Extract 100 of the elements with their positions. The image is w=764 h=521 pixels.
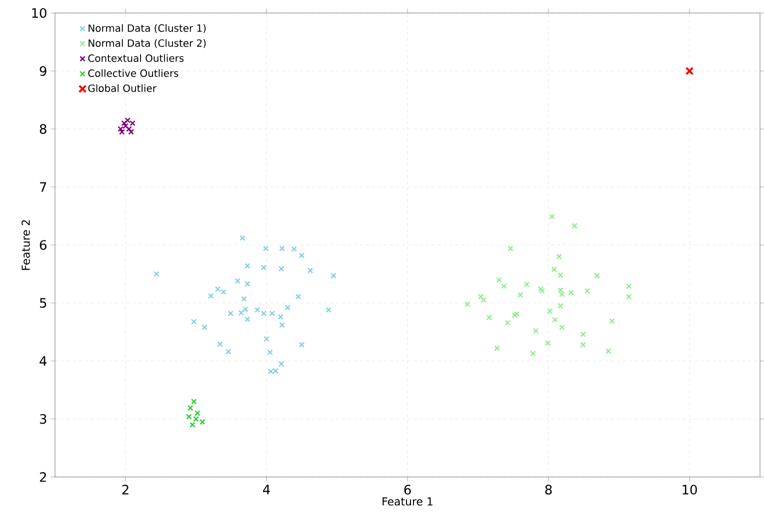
point	[202, 324, 208, 330]
point	[278, 314, 284, 320]
point	[572, 222, 578, 229]
point	[217, 341, 223, 348]
point	[244, 316, 250, 322]
legend-label: Normal Data (Cluster 1)	[88, 24, 206, 34]
point	[298, 342, 305, 348]
point	[269, 310, 276, 316]
point	[208, 293, 214, 299]
point	[552, 316, 558, 323]
point	[606, 348, 612, 354]
point	[609, 318, 615, 324]
point	[278, 360, 284, 367]
point	[494, 345, 500, 352]
point	[508, 246, 514, 252]
point	[330, 272, 336, 279]
point	[226, 348, 232, 355]
point	[238, 310, 244, 316]
point	[496, 276, 502, 283]
point	[186, 414, 192, 420]
point	[478, 294, 484, 300]
point	[307, 268, 314, 274]
point	[568, 290, 574, 296]
y-tick-label: 10	[32, 8, 46, 18]
legend-label: Normal Data (Cluster 2)	[88, 39, 206, 48]
point	[194, 410, 200, 416]
point	[538, 286, 544, 292]
point	[190, 422, 196, 428]
point	[558, 291, 565, 298]
legend-label: Global Outlier	[88, 84, 156, 92]
point	[190, 318, 197, 324]
point	[119, 128, 125, 135]
point	[558, 302, 564, 309]
point	[326, 307, 332, 313]
point	[547, 308, 553, 314]
point	[267, 349, 273, 356]
point	[558, 324, 565, 330]
y-tick-label: 7	[40, 182, 46, 192]
point	[558, 287, 564, 294]
point	[260, 310, 267, 316]
y-tick-label: 9	[40, 66, 46, 76]
y-tick-label: 3	[40, 414, 46, 424]
point	[486, 314, 492, 320]
point	[128, 128, 134, 135]
point	[126, 126, 132, 132]
point	[532, 328, 539, 334]
point	[514, 311, 520, 317]
point	[241, 296, 247, 302]
y-tick-label: 6	[40, 240, 46, 250]
y-tick-label: 8	[40, 124, 46, 134]
point	[504, 320, 511, 326]
point	[626, 283, 632, 290]
point	[154, 271, 160, 277]
point	[190, 398, 197, 404]
point	[279, 322, 285, 328]
point	[530, 350, 536, 356]
point	[558, 272, 564, 278]
point	[187, 405, 194, 411]
point	[464, 301, 470, 308]
point	[580, 331, 586, 338]
point	[234, 278, 241, 284]
point	[254, 307, 260, 313]
point	[264, 336, 270, 342]
point	[594, 272, 600, 279]
y-tick-label: 4	[40, 356, 47, 366]
point	[580, 342, 586, 348]
y-tick-label: 5	[40, 298, 46, 308]
point	[242, 306, 248, 312]
x-tick-label: 6	[404, 484, 411, 495]
point	[240, 235, 246, 241]
x-tick-label: 8	[545, 484, 552, 495]
legend-label: Contextual Outliers	[88, 54, 184, 62]
point	[539, 288, 546, 294]
point	[295, 294, 302, 300]
point	[244, 280, 250, 287]
point	[517, 292, 524, 298]
point	[244, 262, 250, 269]
point	[549, 214, 555, 220]
point	[291, 246, 297, 252]
point	[228, 310, 234, 316]
point	[512, 312, 518, 318]
point	[199, 418, 206, 425]
y-axis-title: Feature 2	[22, 220, 30, 270]
point	[626, 294, 632, 300]
x-tick-label: 10	[682, 484, 697, 495]
y-tick-label: 2	[40, 472, 46, 482]
point	[260, 264, 267, 271]
legend-label: Collective Outliers	[88, 69, 178, 77]
x-tick-label: 4	[263, 484, 270, 494]
point	[279, 246, 285, 252]
point	[524, 282, 530, 288]
point	[262, 246, 269, 252]
point	[193, 416, 199, 422]
point	[551, 266, 558, 272]
x-tick-label: 2	[122, 484, 128, 494]
point	[278, 266, 284, 272]
point	[501, 283, 508, 290]
x-axis-title: Feature 1	[382, 497, 432, 506]
point	[685, 66, 694, 76]
point	[584, 288, 590, 294]
